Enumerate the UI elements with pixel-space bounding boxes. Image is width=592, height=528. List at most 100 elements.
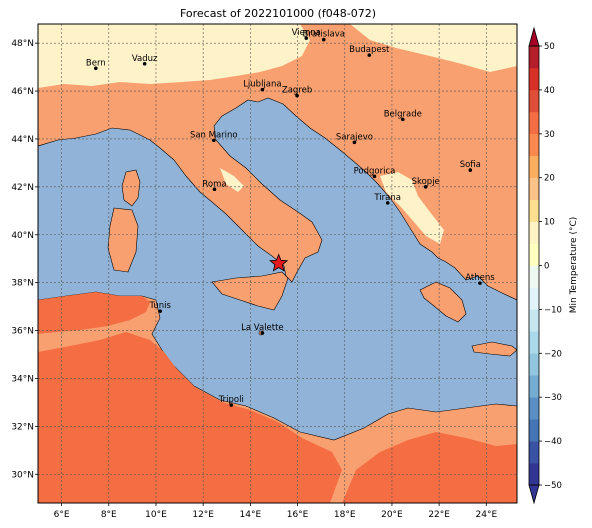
city-dot [385,201,390,205]
colorbar-tick-label: −20 [544,349,562,359]
axis-ticks: 6°E 8°E 10°E 12°E 14°E 16°E 18°E 20°E 22°E 24°E 30… [11,39,497,520]
y-tick-label: 30°N [11,470,34,480]
colorbar-cell [529,177,539,200]
city-dot [321,37,326,42]
city-label: Ljubljana [243,80,281,90]
target-marker [269,253,289,272]
colorbar-cell [529,111,539,135]
colorbar: 50 40 30 20 10 0 −10 −20 −30 −40 −50 Min Temperatu… [528,26,579,505]
colorbar-tick-label: 20 [544,174,555,184]
colorbar-bottom-extension [528,484,540,505]
x-tick-label: 18°E [334,510,356,520]
y-tick-label: 32°N [11,422,34,432]
colorbar-tick-label: 10 [544,218,555,228]
city-label: Vaduz [132,54,158,64]
city-label: Roma [202,179,226,189]
x-tick-label: 22°E [428,510,450,520]
city-dot [352,140,357,145]
city-label: Sarajevo [336,132,373,142]
city-label: Tripoli [218,395,244,405]
city-dot [94,66,98,71]
land-sardinia [107,207,139,273]
y-tick-label: 42°N [11,183,34,193]
city-dot [423,185,428,189]
city-dot [211,138,216,143]
city-label: San Marino [190,130,238,140]
map-title: Forecast of 2022101000 (f048-072) [180,7,376,20]
colorbar-cell [529,221,539,244]
colorbar-tick-label: 30 [544,130,555,140]
city-dot [212,187,217,192]
colorbar-tick-label: −10 [544,305,562,315]
city-label: Bern [86,58,106,68]
colorbar-cell [529,309,539,332]
y-tick-label: 34°N [11,374,34,384]
colorbar-cell [529,133,539,157]
colorbar-cell [529,419,539,442]
colorbar-cell [529,375,539,398]
land-cool-balkans [380,172,444,244]
city-label: Belgrade [384,109,422,119]
city-label: Tunis [148,301,171,311]
colorbar-cell [529,46,539,69]
colorbar-cell [529,463,539,485]
star-marker-icon [269,253,289,272]
y-tick-label: 40°N [11,231,34,241]
colorbar-cell [529,441,539,464]
colorbar-cell [529,199,539,222]
colorbar-cell [529,265,539,288]
colorbar-tick-label: −30 [544,393,562,403]
city-label: Sofia [460,160,481,170]
colorbar-cell [529,243,539,266]
colorbar-cell [529,155,539,178]
colorbar-cell [529,397,539,420]
y-tick-label: 46°N [11,87,34,97]
city-dot [260,87,265,92]
land-peloponnese [419,281,467,323]
colorbar-tick-label: 40 [544,86,555,96]
y-tick-label: 38°N [11,279,34,289]
city-label: Bratislava [303,30,345,40]
land-cool-apennines [220,168,244,192]
colorbar-cell [529,67,539,91]
colorbar-tick-label: −50 [544,481,562,491]
colorbar-top-extension [528,26,540,47]
colorbar-cell [529,331,539,354]
colorbar-tick-label: 50 [544,42,555,52]
y-tick-label: 48°N [11,39,34,49]
land-cool-alps [38,24,310,88]
city-dot [158,309,163,313]
city-label: Budapest [349,45,390,55]
x-tick-label: 6°E [54,510,70,520]
city-label: La Valette [241,323,284,333]
colorbar-tick-label: 0 [544,262,549,272]
city-dot [304,36,309,40]
land-sicily [211,271,289,311]
colorbar-cell [529,353,539,376]
map-frame [37,23,518,504]
x-tick-label: 16°E [287,510,309,520]
land-crete [471,341,517,357]
land-hot-africa [38,332,342,503]
city-label: Athens [465,273,495,283]
city-dot [229,403,234,407]
city-label: Tirana [373,193,401,203]
city-dot [295,93,299,98]
city-dot [367,53,372,57]
x-tick-label: 14°E [240,510,262,520]
land-europe [38,24,517,301]
city-label: Podgorica [354,166,396,176]
colorbar-label: Min Temperature (°C) [569,217,579,314]
x-tick-label: 8°E [101,510,117,520]
x-tick-label: 10°E [145,510,167,520]
city-label: Skopje [412,177,440,187]
city-label: Zagreb [282,86,312,96]
city-dot [372,174,377,179]
y-tick-label: 36°N [11,327,34,337]
city-label: Vienna [292,28,321,38]
y-tick-label: 44°N [11,135,34,145]
city-dot [468,168,473,172]
